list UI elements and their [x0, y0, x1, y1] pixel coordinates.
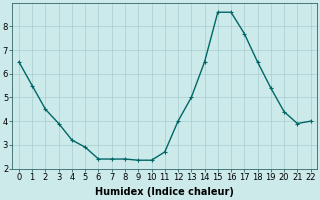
X-axis label: Humidex (Indice chaleur): Humidex (Indice chaleur)	[95, 187, 234, 197]
